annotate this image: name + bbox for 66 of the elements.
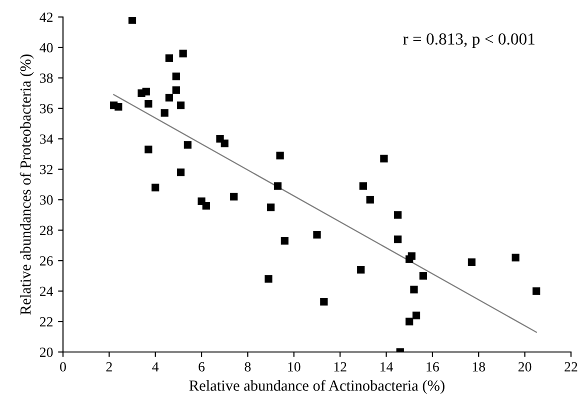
point [160, 109, 168, 117]
point [359, 182, 367, 190]
y-tick-label: 20 [40, 348, 53, 357]
point [142, 88, 150, 96]
y-tick-label: 38 [40, 73, 53, 83]
x-tick-label: 22 [564, 362, 578, 372]
point [264, 275, 272, 283]
point [267, 204, 275, 212]
y-tick-label: 40 [40, 43, 53, 52]
point [144, 100, 152, 108]
x-tick-label: 2 [106, 362, 112, 372]
x-axis-title: Relative abundance of Actinobacteria (%) [189, 380, 444, 394]
point [313, 230, 321, 239]
point [419, 272, 428, 280]
point [394, 211, 402, 219]
x-tick-label: 0 [60, 362, 66, 372]
y-tick-label: 32 [40, 164, 53, 174]
x-tick-label: 20 [518, 362, 532, 372]
point [184, 141, 192, 149]
point [320, 298, 328, 306]
y-tick-label: 34 [40, 134, 54, 144]
point [128, 17, 136, 24]
point [172, 72, 180, 80]
annotation: r = 0.813, p < 0.001 [403, 33, 534, 48]
point [366, 196, 374, 204]
point [179, 50, 187, 58]
y-tick-label: 28 [40, 226, 53, 236]
point [380, 154, 388, 162]
point [394, 236, 402, 244]
point [274, 182, 282, 190]
x-tick-label: 8 [244, 362, 251, 372]
point [276, 152, 284, 160]
point [357, 266, 365, 274]
point [165, 94, 174, 102]
y-tick-label: 24 [40, 286, 54, 296]
x-tick-label: 10 [288, 362, 300, 372]
point [410, 286, 418, 294]
x-tick-label: 18 [472, 362, 486, 372]
point [230, 192, 238, 200]
x-tick-label: 14 [380, 362, 393, 372]
point [176, 168, 185, 176]
x-tick-label: 12 [334, 362, 346, 372]
point [144, 146, 152, 154]
x-tick-label: 6 [198, 362, 205, 372]
y-tick-label: 42 [40, 12, 53, 22]
y-tick-label: 30 [40, 195, 53, 205]
y-tick-label: 22 [40, 317, 53, 326]
point [468, 258, 476, 266]
point [406, 318, 414, 326]
point [202, 202, 210, 210]
y-tick-label: 36 [40, 104, 53, 114]
point [512, 254, 520, 262]
x-tick-label: 16 [426, 362, 439, 372]
y-tick-label: 26 [40, 256, 53, 266]
point [280, 237, 288, 245]
point [172, 86, 180, 94]
point [114, 103, 122, 111]
point [532, 287, 540, 295]
point [412, 312, 420, 320]
point [220, 140, 228, 148]
point [176, 102, 185, 110]
x-tick-label: 4 [152, 362, 159, 372]
point [152, 184, 160, 192]
point [165, 54, 174, 62]
y-axis-title: Relative abundances of Proteobacteria (%) [20, 54, 34, 315]
point [408, 252, 416, 260]
